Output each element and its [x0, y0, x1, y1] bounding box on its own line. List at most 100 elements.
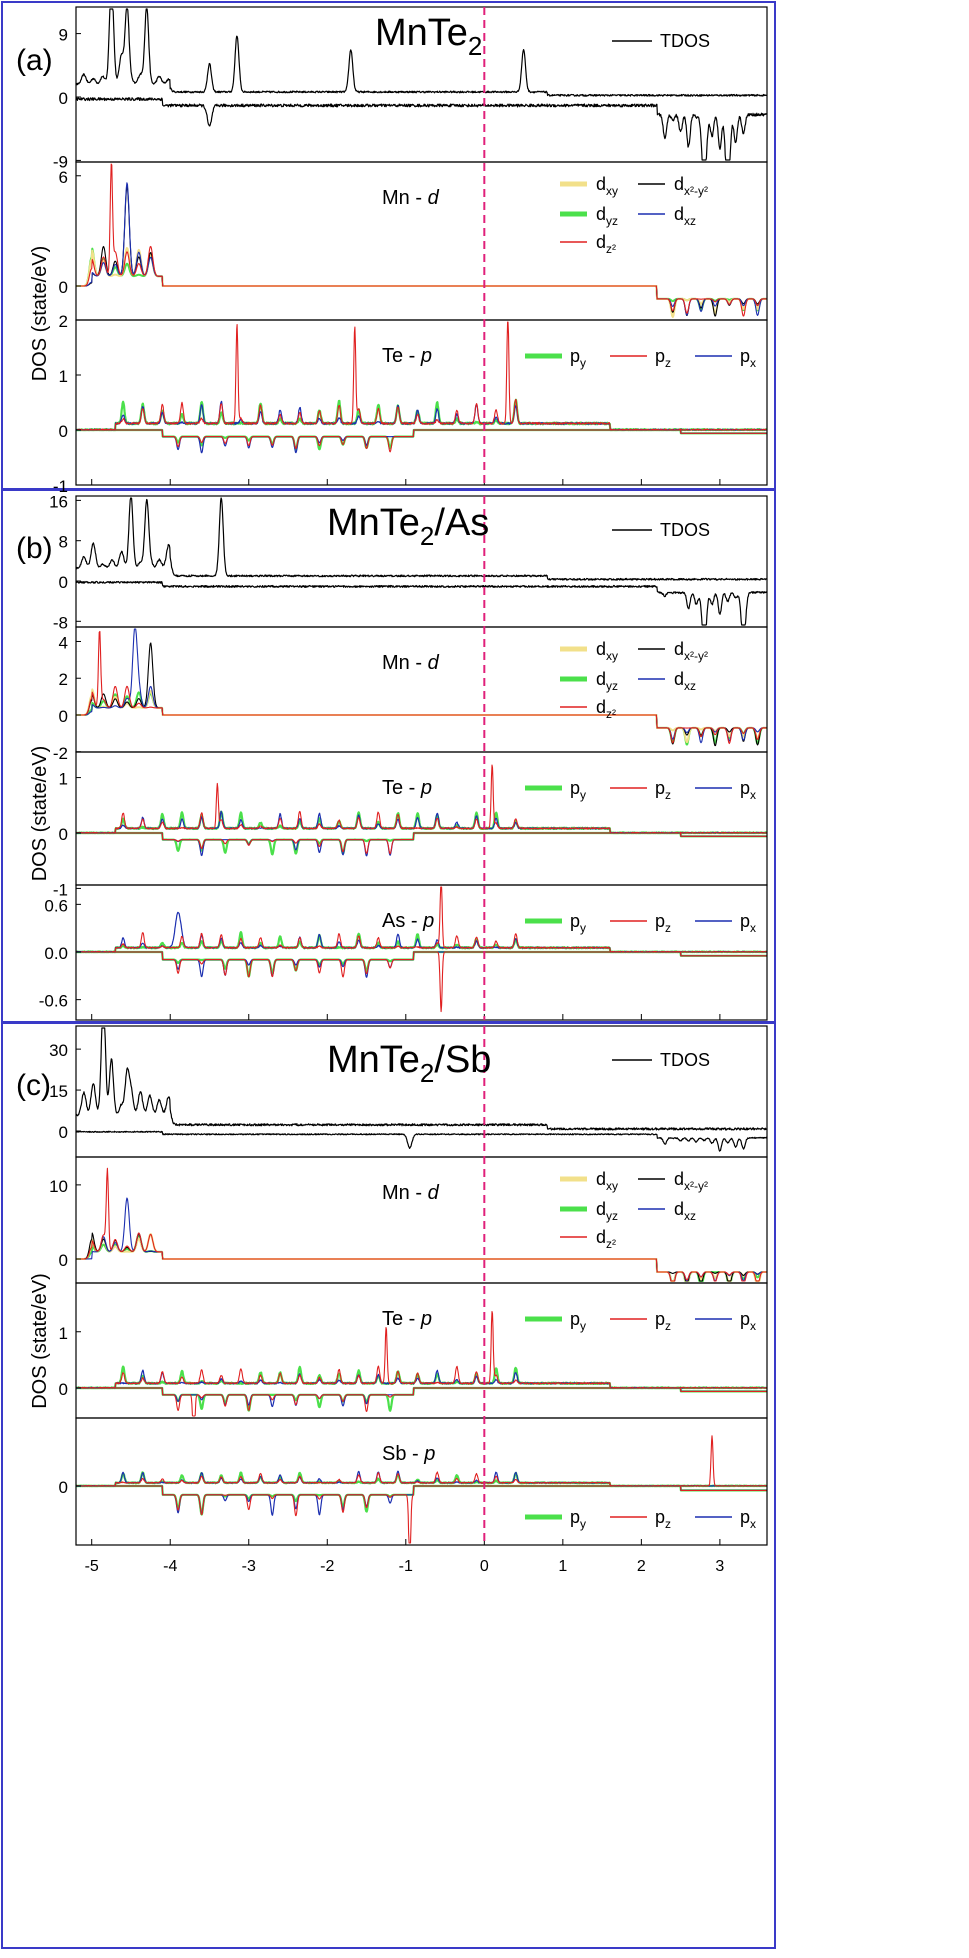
x-tick-label: 2 — [637, 1558, 646, 1575]
subplot-name-main: Te - — [382, 1308, 421, 1330]
legend-p-sub: y — [580, 1517, 586, 1531]
legend-d-sub: x²-y² — [684, 1179, 708, 1193]
legend-d-base: d — [596, 204, 606, 224]
legend-d-label: dx²-y² — [674, 1169, 708, 1193]
y-axis-label: DOS (state/eV) — [29, 1273, 51, 1409]
subplot-name-orbital: p — [420, 777, 432, 799]
legend-p-base: p — [570, 778, 580, 798]
subplot-name-main: Mn - — [382, 187, 428, 209]
legend-p-label: pz — [655, 1309, 671, 1333]
panel-label: (a) — [16, 44, 53, 77]
legend-p-sub: z — [665, 921, 671, 935]
subplot-name-orbital: p — [423, 1443, 435, 1465]
y-tick-label: 2 — [59, 670, 68, 689]
y-axis-label: DOS (state/eV) — [29, 746, 51, 882]
panel-title: MnTe2/As — [327, 502, 489, 551]
pdos-pz-down-line — [75, 1485, 767, 1544]
tdos-spin-down-line — [75, 97, 768, 161]
legend-p-base: p — [740, 1507, 750, 1527]
legend-p-label: pz — [655, 778, 671, 802]
legend-p-label: py — [570, 911, 586, 935]
legend-d-label: dyz — [596, 204, 618, 228]
subplot-axes-box — [75, 495, 768, 628]
legend-d-label: dyz — [596, 1199, 618, 1223]
legend-p-base: p — [570, 346, 580, 366]
subplot-name-orbital: p — [420, 1308, 432, 1330]
y-tick-label: 1 — [59, 770, 68, 789]
panel-title: MnTe2/Sb — [327, 1039, 491, 1088]
tdos-spin-down-line — [75, 580, 768, 626]
pdos-pz-down-line — [75, 1387, 767, 1417]
pdos-pz-up-line — [75, 321, 767, 431]
subplot-name-main: Mn - — [382, 652, 428, 674]
pdos-py-up-line — [75, 1471, 768, 1488]
legend-p-label: pz — [655, 911, 671, 935]
subplot-name-main: Sb - — [382, 1443, 424, 1465]
legend-d-base: d — [596, 639, 606, 659]
panel-frame — [1, 489, 776, 1023]
x-tick-label: -1 — [399, 1558, 413, 1575]
legend-p-sub: z — [665, 1517, 671, 1531]
legend-d-label: dxz — [674, 204, 696, 228]
legend-d-sub: yz — [606, 1209, 618, 1223]
legend-d-sub: z² — [606, 707, 616, 721]
legend-d-sub: xz — [684, 214, 696, 228]
subplot-name-orbital: p — [422, 910, 434, 932]
subplot-axes-box — [75, 626, 768, 753]
legend-d-base: d — [596, 697, 606, 717]
legend-p-sub: x — [750, 356, 756, 370]
legend-d-label: dxz — [674, 1199, 696, 1223]
legend-p-label: px — [740, 911, 756, 935]
subplot-name-orbital: d — [428, 652, 440, 674]
legend-p-sub: x — [750, 921, 756, 935]
y-tick-label: 16 — [49, 492, 68, 511]
frames-layer — [1, 1, 776, 1949]
mn-d-dz2-line — [76, 630, 767, 745]
legend-d-base: d — [596, 1169, 606, 1189]
mn-d-dxy-line — [75, 688, 767, 743]
x-tick-label: -5 — [85, 1558, 99, 1575]
y-tick-label: 30 — [49, 1041, 68, 1060]
legend-d-sub: xy — [606, 649, 618, 663]
legend-p-label: py — [570, 1507, 586, 1531]
y-tick-label: 6 — [59, 168, 68, 187]
legend-p-base: p — [570, 1309, 580, 1329]
subplot-name-main: Mn - — [382, 1182, 428, 1204]
legend-d-base: d — [596, 1227, 606, 1247]
subplot-axes-box — [75, 1417, 768, 1546]
legend-p-label: px — [740, 1507, 756, 1531]
y-tick-label: 9 — [59, 26, 68, 45]
legend-d-base: d — [674, 174, 684, 194]
y-tick-label: 2 — [59, 312, 68, 331]
legend-d-label: dxy — [596, 174, 618, 198]
subplot-name: Te - p — [382, 1308, 432, 1330]
y-tick-label: 0 — [59, 1123, 68, 1142]
panel-title-sub: 2 — [420, 1058, 434, 1088]
curves-layer — [75, 8, 768, 1544]
tdos-spin-up-line — [75, 497, 768, 581]
y-tick-label: 1 — [59, 1324, 68, 1343]
mn-d-dz2-line — [76, 1167, 767, 1282]
legend-d-sub: yz — [606, 214, 618, 228]
y-tick-label: 4 — [59, 633, 68, 652]
y-tick-label: 0 — [59, 1478, 68, 1497]
legend-p-base: p — [655, 778, 665, 798]
y-axis-label: DOS (state/eV) — [29, 246, 51, 382]
subplot-name: Sb - p — [382, 1443, 435, 1465]
y-tick-label: 10 — [49, 1177, 68, 1196]
legend-d-label: dz² — [596, 1227, 616, 1251]
legend-d-base: d — [674, 1199, 684, 1219]
y-tick-label: 8 — [59, 533, 68, 552]
y-tick-label: 1 — [59, 367, 68, 386]
legend-p-sub: y — [580, 1319, 586, 1333]
legend-p-sub: y — [580, 356, 586, 370]
legend-p-base: p — [655, 1309, 665, 1329]
legend-tdos-label: TDOS — [660, 520, 710, 540]
y-tick-label: -9 — [53, 152, 68, 171]
legend-d-sub: xy — [606, 1179, 618, 1193]
legend-d-base: d — [596, 232, 606, 252]
legend-p-base: p — [570, 1507, 580, 1527]
mn-d-dxy-line — [75, 1233, 767, 1282]
y-tick-label: 0 — [59, 1380, 68, 1399]
